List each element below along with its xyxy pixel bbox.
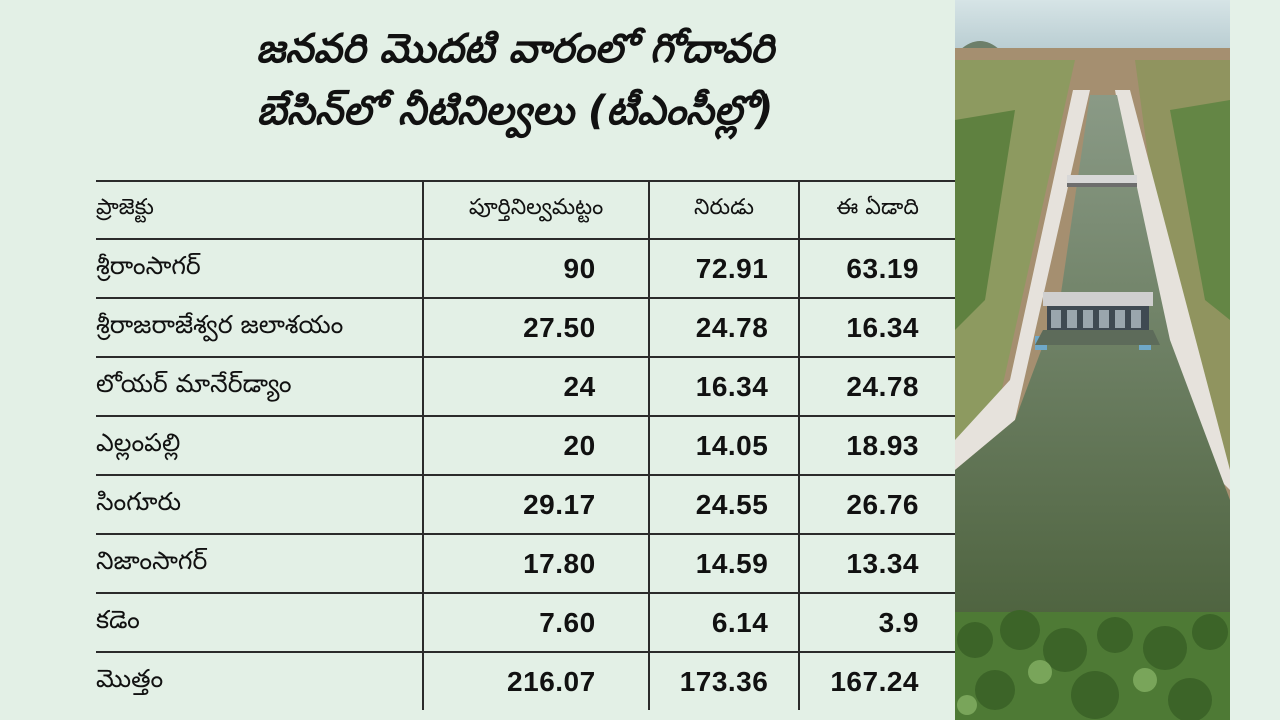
cell-project: శ్రీరాంసాగర్ — [96, 238, 424, 298]
cell-last-year: 14.59 — [647, 533, 800, 593]
cell-last-year: 14.05 — [647, 415, 800, 475]
cell-full-storage: 24 — [422, 356, 649, 416]
sky — [955, 0, 1230, 50]
cell-project: నిజాంసాగర్ — [96, 533, 424, 593]
cell-this-year: 63.19 — [798, 238, 955, 298]
header-this-year: ఈ ఏడాది — [798, 180, 955, 239]
table-row: శ్రీరాజరాజేశ్వర జలాశయం 27.50 24.78 16.34 — [96, 297, 955, 357]
header-full-storage: పూర్తినిల్వమట్టం — [422, 180, 649, 239]
table-header-row: ప్రాజెక్టు పూర్తినిల్వమట్టం నిరుడు ఈ ఏడా… — [96, 180, 955, 239]
page-title: జనవరి మొదటి వారంలో గోదావరి బేసిన్‌లో నీట… — [95, 18, 935, 142]
cell-project: కడెం — [96, 592, 424, 652]
cell-full-storage: 27.50 — [422, 297, 649, 357]
table-row: నిజాంసాగర్ 17.80 14.59 13.34 — [96, 533, 955, 593]
cell-project: ఎల్లంపల్లి — [96, 415, 424, 475]
canal-bank-left — [955, 90, 1090, 470]
cell-full-storage: 216.07 — [422, 651, 649, 710]
cell-project: మొత్తం — [96, 651, 424, 710]
canal-water — [955, 95, 1230, 615]
cell-last-year: 72.91 — [647, 238, 800, 298]
cell-full-storage: 90 — [422, 238, 649, 298]
table-row: లోయర్ మానేర్‌డ్యాం 24 16.34 24.78 — [96, 356, 955, 416]
header-project: ప్రాజెక్టు — [96, 180, 424, 239]
cell-project: శ్రీరాజరాజేశ్వర జలాశయం — [96, 297, 424, 357]
header-last-year: నిరుడు — [647, 180, 800, 239]
table-row: ఎల్లంపల్లి 20 14.05 18.93 — [96, 415, 955, 475]
table-row-total: మొత్తం 216.07 173.36 167.24 — [96, 651, 955, 710]
hill — [960, 41, 1000, 50]
bridge-far — [1067, 175, 1137, 183]
cell-last-year: 173.36 — [647, 651, 800, 710]
cell-project: సింగూరు — [96, 474, 424, 534]
cell-this-year: 3.9 — [798, 592, 955, 652]
cell-last-year: 16.34 — [647, 356, 800, 416]
infographic-panel: జనవరి మొదటి వారంలో గోదావరి బేసిన్‌లో నీట… — [95, 18, 955, 710]
cell-full-storage: 20 — [422, 415, 649, 475]
cell-this-year: 16.34 — [798, 297, 955, 357]
canal-illustration — [955, 0, 1230, 720]
regulator-structure — [1043, 292, 1153, 306]
canal-photo — [955, 0, 1230, 720]
cell-this-year: 26.76 — [798, 474, 955, 534]
table-row: శ్రీరాంసాగర్ 90 72.91 63.19 — [96, 238, 955, 298]
cell-project: లోయర్ మానేర్‌డ్యాం — [96, 356, 424, 416]
cell-full-storage: 17.80 — [422, 533, 649, 593]
table-row: కడెం 7.60 6.14 3.9 — [96, 592, 955, 652]
cell-full-storage: 7.60 — [422, 592, 649, 652]
title-line-1: జనవరి మొదటి వారంలో గోదావరి — [256, 26, 774, 72]
cell-full-storage: 29.17 — [422, 474, 649, 534]
cell-last-year: 6.14 — [647, 592, 800, 652]
table-row: సింగూరు 29.17 24.55 26.76 — [96, 474, 955, 534]
cell-this-year: 24.78 — [798, 356, 955, 416]
title-line-2: బేసిన్‌లో నీటినిల్వలు (టీఎంసీల్లో) — [256, 88, 774, 134]
storage-table: ప్రాజెక్టు పూర్తినిల్వమట్టం నిరుడు ఈ ఏడా… — [96, 180, 955, 710]
canal-bank-right — [1115, 90, 1230, 490]
cell-this-year: 167.24 — [798, 651, 955, 710]
regulator-shadow — [1035, 330, 1160, 345]
right-margin — [1230, 0, 1280, 720]
cell-last-year: 24.78 — [647, 297, 800, 357]
cell-this-year: 13.34 — [798, 533, 955, 593]
cell-this-year: 18.93 — [798, 415, 955, 475]
cell-last-year: 24.55 — [647, 474, 800, 534]
